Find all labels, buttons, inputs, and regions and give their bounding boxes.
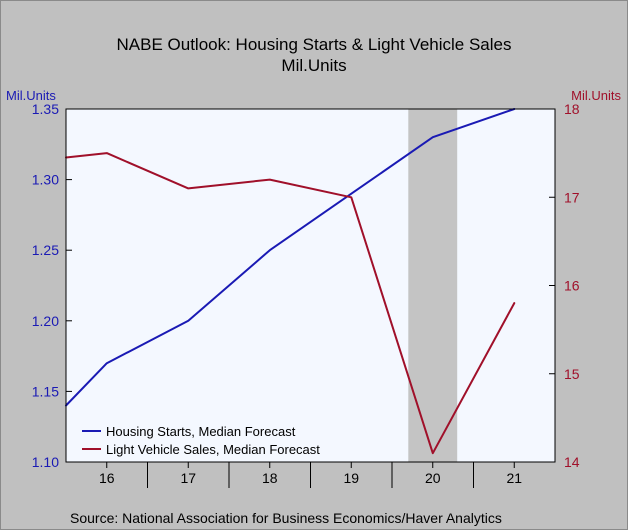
plot-area xyxy=(65,108,556,463)
x-axis-tick-label: 21 xyxy=(506,470,522,486)
plot-border xyxy=(65,108,556,463)
legend: Housing Starts, Median Forecast Light Ve… xyxy=(82,424,320,457)
x-axis-tick-label: 20 xyxy=(425,470,441,486)
left-axis-tick-label: 1.15 xyxy=(32,383,59,399)
x-axis-tick-label: 18 xyxy=(262,470,278,486)
x-axis-tick-label: 16 xyxy=(99,470,115,486)
left-axis-tick-label: 1.20 xyxy=(32,313,59,329)
chart-title: NABE Outlook: Housing Starts & Light Veh… xyxy=(117,35,512,54)
series-line-light-vehicle-sales xyxy=(65,152,516,455)
chart-subtitle: Mil.Units xyxy=(281,56,346,75)
right-axis-tick-label: 14 xyxy=(564,454,580,470)
left-axis-unit-label: Mil.Units xyxy=(6,88,56,103)
x-axis-tick-label: 17 xyxy=(180,470,196,486)
right-axis-tick-label: 18 xyxy=(564,101,580,117)
right-axis-unit-label: Mil.Units xyxy=(571,88,621,103)
legend-label-vehicles: Light Vehicle Sales, Median Forecast xyxy=(106,442,320,457)
left-axis-tick-label: 1.35 xyxy=(32,101,59,117)
right-axis-tick-label: 17 xyxy=(564,189,580,205)
legend-label-housing: Housing Starts, Median Forecast xyxy=(106,424,296,439)
left-axis-tick-label: 1.30 xyxy=(32,172,59,188)
right-axis-tick-label: 16 xyxy=(564,278,580,294)
series-line-housing-starts xyxy=(65,108,516,407)
right-axis-tick-label: 15 xyxy=(564,366,580,382)
left-axis-tick-label: 1.10 xyxy=(32,454,59,470)
left-axis-tick-label: 1.25 xyxy=(32,242,59,258)
x-axis-tick-label: 19 xyxy=(343,470,359,486)
shaded-band xyxy=(408,109,458,462)
source-note: Source: National Association for Busines… xyxy=(70,510,502,526)
